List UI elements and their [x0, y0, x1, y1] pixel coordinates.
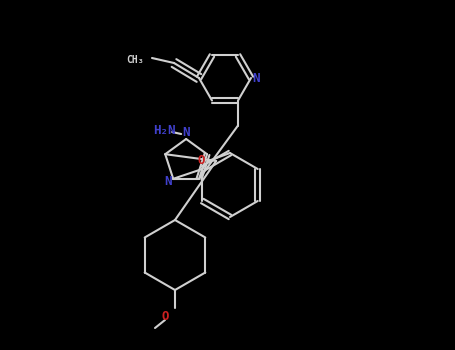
Text: CH₃: CH₃ [126, 55, 144, 65]
Text: O: O [197, 154, 205, 168]
Text: N: N [252, 71, 260, 84]
Text: N: N [164, 175, 172, 188]
Text: H₂N: H₂N [153, 125, 175, 138]
Text: N: N [182, 126, 190, 140]
Text: O: O [161, 309, 169, 322]
